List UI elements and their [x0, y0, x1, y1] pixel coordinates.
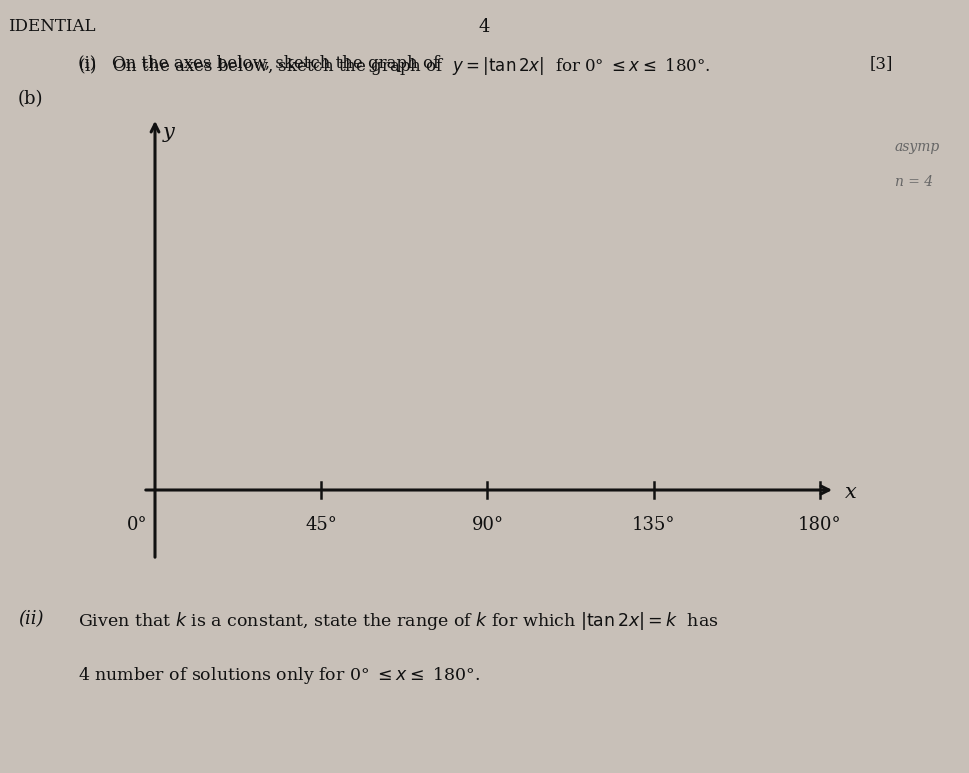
- Text: 135°: 135°: [632, 516, 675, 534]
- Text: 4 number of solutions only for 0° $\leq x \leq$ 180°.: 4 number of solutions only for 0° $\leq …: [78, 665, 481, 686]
- Text: (i)   On the axes below, sketch the graph of  $y = |\tan 2x|$  for 0° $\leq x \l: (i) On the axes below, sketch the graph …: [78, 55, 710, 77]
- Text: y: y: [163, 123, 174, 142]
- Text: 4: 4: [479, 18, 489, 36]
- Text: 180°: 180°: [798, 516, 842, 534]
- Text: n = 4: n = 4: [895, 175, 933, 189]
- Text: Given that $k$ is a constant, state the range of $k$ for which $|\tan 2x| = k$  : Given that $k$ is a constant, state the …: [78, 610, 719, 632]
- Text: (ii): (ii): [18, 610, 44, 628]
- Text: x: x: [845, 483, 857, 502]
- Text: asymp: asymp: [895, 140, 940, 154]
- Text: 45°: 45°: [305, 516, 337, 534]
- Text: 90°: 90°: [472, 516, 504, 534]
- Text: 0°: 0°: [127, 516, 147, 534]
- Text: IDENTIAL: IDENTIAL: [8, 18, 96, 35]
- Text: (b): (b): [18, 90, 44, 108]
- Text: (i)   On the axes below, sketch the graph of: (i) On the axes below, sketch the graph …: [78, 55, 450, 72]
- Text: [3]: [3]: [870, 55, 893, 72]
